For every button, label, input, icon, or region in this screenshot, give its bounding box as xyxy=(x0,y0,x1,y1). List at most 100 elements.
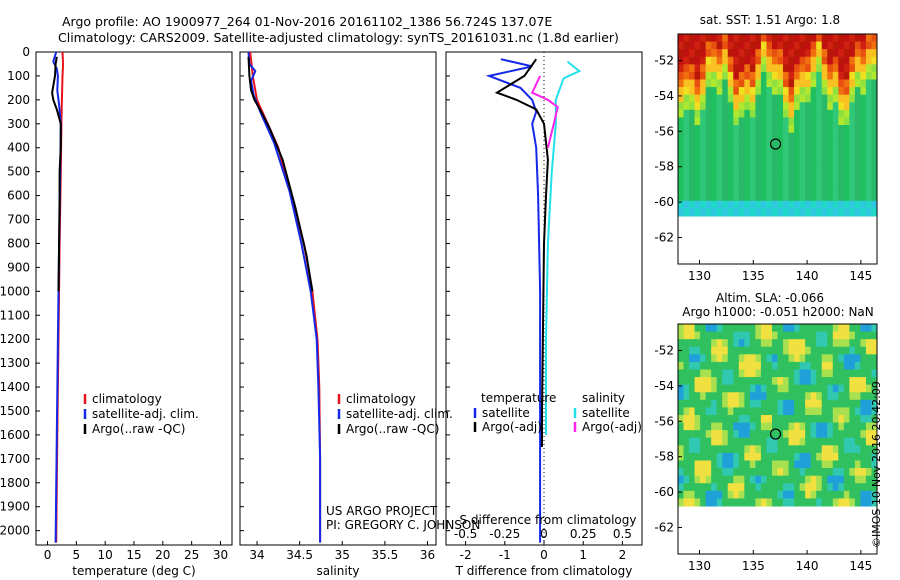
sla_map-cell xyxy=(805,415,812,424)
sla_map-xtick-label: 145 xyxy=(849,559,872,573)
sst_map-cell xyxy=(854,64,861,73)
climatology-subtitle: Climatology: CARS2009. Satellite-adjuste… xyxy=(58,30,619,45)
sst_map-cell xyxy=(727,49,734,58)
sst_map-cell xyxy=(827,193,834,202)
sla_map-cell xyxy=(771,498,778,507)
sla_map-cell xyxy=(777,490,784,499)
sst_map-cell xyxy=(816,34,823,43)
sla_map-cell xyxy=(727,445,734,454)
sst_map-cell xyxy=(821,49,828,58)
sla_map-cell xyxy=(722,460,729,469)
sla_map-cell xyxy=(716,468,723,477)
sla_map-cell xyxy=(860,369,867,378)
sla_map-cell xyxy=(865,407,872,416)
sst_map-cell xyxy=(727,102,734,111)
sla_map-cell xyxy=(771,354,778,363)
sla_map-cell xyxy=(755,445,762,454)
sst_map-cell xyxy=(871,87,878,96)
sst_map-cell xyxy=(694,34,701,43)
sla_map-cell xyxy=(771,331,778,340)
sla_map-cell xyxy=(771,384,778,393)
sst_map-cell xyxy=(766,102,773,111)
sst_map-cell xyxy=(749,34,756,43)
sla_map-cell xyxy=(838,415,845,424)
sla_map-cell xyxy=(805,384,812,393)
sla_map-cell xyxy=(788,384,795,393)
sla_map-cell xyxy=(821,498,828,507)
sla_map-cell xyxy=(810,468,817,477)
sla_map-cell xyxy=(711,490,718,499)
sla_map-cell xyxy=(760,339,767,348)
sst_map-cell xyxy=(700,56,707,65)
sst_map-cell xyxy=(771,200,778,209)
sla_map-cell xyxy=(783,415,790,424)
sla_map-cell xyxy=(700,445,707,454)
sla_map-cell xyxy=(678,437,685,446)
sla_map-cell xyxy=(694,369,701,378)
sla_map-cell xyxy=(694,415,701,424)
sst_map-cell xyxy=(733,117,740,126)
sst_map-cell xyxy=(810,193,817,202)
sst_map-cell xyxy=(821,140,828,149)
sst_map-cell xyxy=(738,49,745,58)
sst_map-cell xyxy=(678,117,685,126)
sst_map-cell xyxy=(832,79,839,88)
sst_map-cell xyxy=(716,155,723,164)
sst_map-cell xyxy=(711,94,718,103)
sla_map-cell xyxy=(733,392,740,401)
sla_map-cell xyxy=(854,407,861,416)
sla_map-cell xyxy=(788,468,795,477)
sla_map-cell xyxy=(711,437,718,446)
sst_map-cell xyxy=(700,125,707,134)
sst_map-ytick-label: -60 xyxy=(654,195,674,209)
sst_map-cell xyxy=(799,170,806,179)
sla_map-cell xyxy=(788,407,795,416)
temperature-ytick-label: 700 xyxy=(7,213,30,227)
differences-xtick-label: 0 xyxy=(540,548,548,562)
sst_map-cell xyxy=(799,64,806,73)
sst_map-cell xyxy=(700,170,707,179)
sst_map-cell xyxy=(771,193,778,202)
sst_map-cell xyxy=(788,162,795,171)
sst_map-cell xyxy=(794,34,801,43)
sla_map-cell xyxy=(816,498,823,507)
sst_map-cell xyxy=(871,170,878,179)
differences-x2tick-label: 0.25 xyxy=(570,527,597,541)
sla_map-cell xyxy=(794,339,801,348)
sla_map-cell xyxy=(871,384,878,393)
sla_map-cell xyxy=(689,460,696,469)
sst_map-cell xyxy=(738,64,745,73)
sst_map-cell xyxy=(816,102,823,111)
sst_map-cell xyxy=(771,79,778,88)
sla_map-cell xyxy=(865,399,872,408)
sst_map-cell xyxy=(816,162,823,171)
sla_map-cell xyxy=(705,452,712,461)
sst_map-cell xyxy=(865,140,872,149)
sst_map-cell xyxy=(760,208,767,217)
sla_map-cell xyxy=(771,339,778,348)
sst_map-cell xyxy=(854,132,861,141)
sst_map-cell xyxy=(705,185,712,194)
sla_map-cell xyxy=(849,422,856,431)
sst_map-cell xyxy=(805,193,812,202)
sst_map-cell xyxy=(854,147,861,156)
sla_map-cell xyxy=(849,369,856,378)
sst_map-cell xyxy=(694,64,701,73)
sst_map-cell xyxy=(722,162,729,171)
sla_map-cell xyxy=(843,415,850,424)
sla_map-cell xyxy=(849,498,856,507)
temperature-ytick-label: 1200 xyxy=(0,332,30,346)
sla_map-cell xyxy=(871,369,878,378)
sla_map-cell xyxy=(788,354,795,363)
sla_map-cell xyxy=(860,331,867,340)
sst_map-cell xyxy=(799,87,806,96)
sla_map-cell xyxy=(683,331,690,340)
sst_map-cell xyxy=(733,140,740,149)
sla_map-cell xyxy=(771,415,778,424)
sla_map-cell xyxy=(683,407,690,416)
sst_map-cell xyxy=(722,79,729,88)
sst_map-cell xyxy=(805,140,812,149)
sla_map-cell xyxy=(821,468,828,477)
sla_map-cell xyxy=(749,445,756,454)
sla_map-cell xyxy=(849,445,856,454)
